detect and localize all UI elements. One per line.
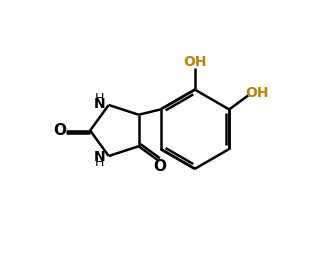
Text: O: O: [153, 159, 166, 174]
Text: OH: OH: [246, 86, 269, 100]
Text: OH: OH: [183, 55, 207, 69]
Text: H: H: [95, 92, 104, 105]
Text: N: N: [94, 150, 106, 164]
Text: H: H: [95, 156, 104, 169]
Text: O: O: [53, 123, 66, 138]
Text: N: N: [94, 97, 106, 111]
